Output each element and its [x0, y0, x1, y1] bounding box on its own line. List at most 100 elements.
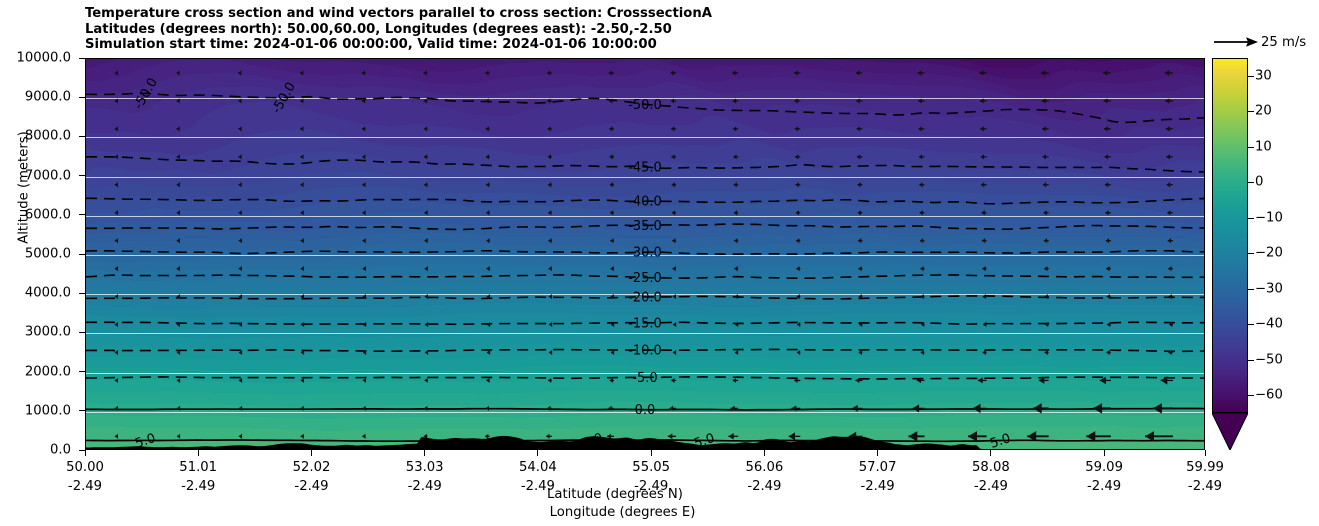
colorbar-tick	[1248, 182, 1254, 184]
wind-vector	[672, 293, 677, 300]
wind-vector	[797, 321, 801, 328]
wind-vector	[852, 404, 863, 412]
wind-vector	[1168, 266, 1173, 272]
wind-vector	[486, 266, 490, 272]
wind-vector	[730, 405, 739, 411]
wind-vector	[788, 432, 801, 441]
colorbar-tick-label: 20	[1255, 103, 1272, 119]
x-axis-tick-label-longitude: -2.49	[1187, 479, 1223, 494]
contour-label: -50.0	[628, 98, 662, 113]
wind-vector	[362, 238, 366, 244]
wind-vector	[1042, 126, 1049, 132]
y-axis-tick-label: 3000.0	[24, 324, 71, 340]
wind-vector	[982, 349, 987, 356]
quiver-key-label: 25 m/s	[1261, 35, 1307, 50]
colorbar-extend-triangle	[1212, 413, 1248, 450]
wind-vector	[424, 182, 428, 188]
title-line-3: Simulation start time: 2024-01-06 00:00:…	[85, 37, 657, 53]
wind-vector	[920, 266, 925, 272]
wind-vector	[300, 98, 304, 104]
wind-vector	[114, 182, 118, 188]
x-axis-tick-label-group: 53.03 -2.49	[406, 458, 444, 496]
wind-vector	[114, 70, 118, 76]
wind-vector	[733, 126, 739, 132]
wind-vector	[1168, 293, 1173, 300]
wind-vector	[362, 433, 366, 439]
wind-vector	[918, 126, 925, 132]
x-axis-tick	[990, 450, 992, 456]
colorbar-tick-label: −20	[1255, 245, 1283, 261]
wind-vector	[982, 266, 987, 272]
y-axis-label: Altitude (meters)	[16, 131, 32, 244]
x-axis-tick-label-longitude: -2.49	[520, 479, 555, 494]
wind-vector	[486, 182, 490, 188]
colorbar-tick	[1248, 146, 1254, 148]
wind-vector	[547, 182, 552, 188]
colorbar	[1212, 58, 1248, 450]
wind-vector	[238, 126, 242, 132]
x-axis-tick-label-latitude: 57.07	[858, 460, 897, 475]
wind-vector	[1038, 377, 1049, 384]
y-axis-tick	[79, 331, 85, 333]
x-axis-tick-label-latitude: 54.04	[519, 460, 557, 475]
x-axis-tick-label-longitude: -2.49	[634, 479, 669, 494]
wind-vector	[486, 349, 491, 356]
x-axis-tick-label-group: 57.07 -2.49	[859, 458, 897, 496]
wind-vector	[728, 433, 739, 440]
y-axis-tick-label: 2000.0	[24, 364, 71, 380]
colorbar-tick-label: −60	[1255, 387, 1283, 403]
colorbar-tick-label: 30	[1255, 68, 1272, 84]
colorbar-tick-label: −30	[1255, 281, 1283, 297]
y-axis-tick	[79, 253, 85, 255]
wind-vector	[920, 293, 925, 300]
wind-vector	[673, 321, 677, 328]
wind-vector	[671, 154, 677, 160]
wind-vector	[981, 238, 987, 244]
wind-vector	[735, 321, 739, 328]
x-axis-tick-label-latitude: 52.02	[292, 460, 331, 475]
wind-vector	[1043, 238, 1049, 244]
wind-vector	[485, 154, 490, 160]
wind-vector	[238, 238, 242, 244]
contour-label: 5.0	[133, 431, 157, 450]
wind-vector	[238, 154, 242, 160]
x-axis-tick-label-longitude: -2.49	[860, 479, 895, 494]
wind-vector	[794, 70, 801, 76]
x-axis-tick-label-latitude: 50.00	[66, 460, 104, 475]
wind-vector	[238, 182, 242, 188]
colorbar-tick	[1248, 111, 1254, 113]
colorbar-tick	[1248, 253, 1254, 255]
wind-vector	[734, 266, 739, 272]
x-axis-tick-label-longitude: -2.49	[181, 479, 216, 494]
y-axis-tick-label: 1000.0	[24, 403, 71, 419]
wind-vector	[609, 126, 614, 132]
wind-vector	[733, 154, 739, 160]
gridline	[86, 176, 1204, 178]
wind-vector	[114, 98, 118, 104]
wind-vector	[486, 293, 490, 300]
wind-vector	[918, 154, 925, 160]
wind-vector	[548, 293, 552, 300]
wind-vector	[858, 293, 863, 300]
wind-vector	[362, 126, 366, 132]
wind-vector	[176, 98, 180, 104]
colorbar-gradient	[1212, 58, 1248, 413]
contour-label: -10.0	[628, 344, 662, 359]
wind-vector	[548, 266, 552, 272]
x-axis-tick-label-group: 59.99 -2.49	[1186, 458, 1224, 496]
wind-vector	[670, 70, 677, 76]
wind-vector	[238, 210, 242, 216]
x-axis-tick-label-group: 59.09 -2.49	[1085, 458, 1123, 496]
wind-vector	[1042, 154, 1049, 160]
wind-vector	[546, 433, 552, 439]
wind-vector	[238, 321, 243, 328]
x-axis-tick-label-latitude: 59.09	[1085, 460, 1123, 475]
wind-vector	[114, 210, 118, 216]
wind-vector	[979, 70, 987, 76]
wind-vector	[979, 98, 987, 104]
gridline	[86, 333, 1204, 335]
wind-vector	[300, 154, 304, 160]
title-line-2: Latitudes (degrees north): 50.00,60.00, …	[85, 21, 672, 37]
wind-vector	[548, 321, 553, 328]
